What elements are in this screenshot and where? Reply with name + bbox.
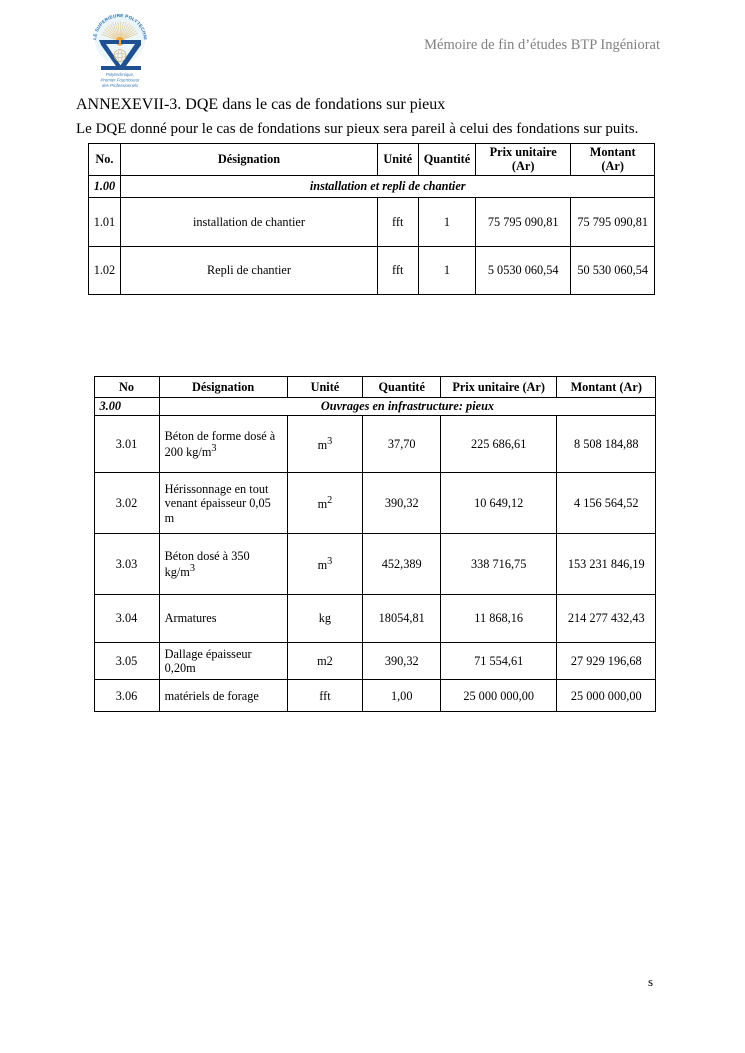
svg-text:Premier Fournisseur: Premier Fournisseur xyxy=(101,78,140,83)
svg-text:des Professionnels: des Professionnels xyxy=(102,83,139,88)
svg-text:Polytechnique,: Polytechnique, xyxy=(106,72,134,77)
